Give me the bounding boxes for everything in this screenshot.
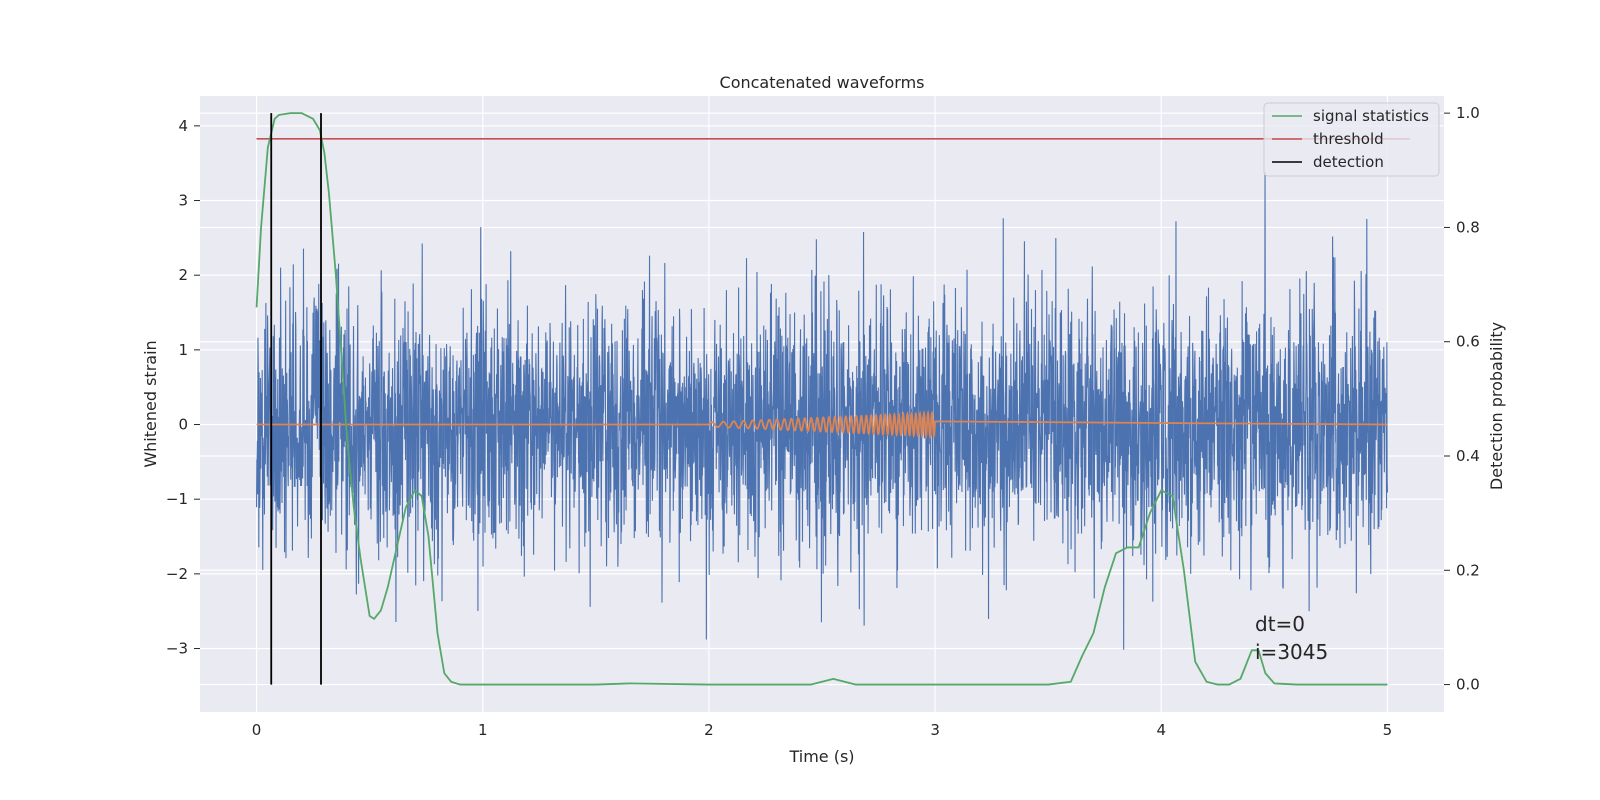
x-tick-label: 4 [1156,721,1166,739]
series-injected-signal [256,409,1388,440]
annotation-i: i=3045 [1255,640,1328,664]
y-tick-label: 1 [178,341,188,359]
legend-label-threshold: threshold [1313,130,1384,148]
series-layer [255,112,1411,686]
x-tick-label: 3 [930,721,940,739]
chart-title: Concatenated waveforms [720,73,925,92]
annotation-dt: dt=0 [1255,612,1305,636]
y2-tick-label: 0.4 [1456,447,1480,465]
x-axis-label: Time (s) [788,747,854,766]
y-tick-label: −2 [166,565,188,583]
series-signal-statistics [255,112,1388,686]
legend-frame [1263,102,1440,177]
x-tick-label: 1 [478,721,488,739]
y-axis-label: Whitened strain [141,340,160,467]
y-tick-label: 2 [178,266,188,284]
y2-tick-label: 0.8 [1456,218,1480,236]
y-tick-label: 4 [178,117,188,135]
y-tick-label: 3 [178,192,188,210]
ticks: 0 1 2 3 4 5 4 3 2 1 0 −1 −2 −3 1.0 0.8 0.6 0.4 0.2 0.0 [166,104,1480,739]
x-tick-label: 5 [1383,721,1393,739]
y2-tick-label: 0.6 [1456,333,1480,351]
y2-axis-label: Detection probability [1487,322,1506,490]
y2-tick-label: 1.0 [1456,104,1480,122]
x-tick-label: 0 [252,721,262,739]
y-tick-label: 0 [178,416,188,434]
legend-label-detection: detection [1313,153,1384,171]
x-tick-label: 2 [704,721,714,739]
y2-tick-label: 0.0 [1456,676,1480,694]
legend-label-signal-statistics: signal statistics [1313,107,1429,125]
y-tick-label: −3 [166,640,188,658]
series-whitened-strain [256,172,1388,650]
legend: signal statistics threshold detection [1263,102,1440,177]
y-tick-label: −1 [166,490,188,508]
y2-tick-label: 0.2 [1456,561,1480,579]
